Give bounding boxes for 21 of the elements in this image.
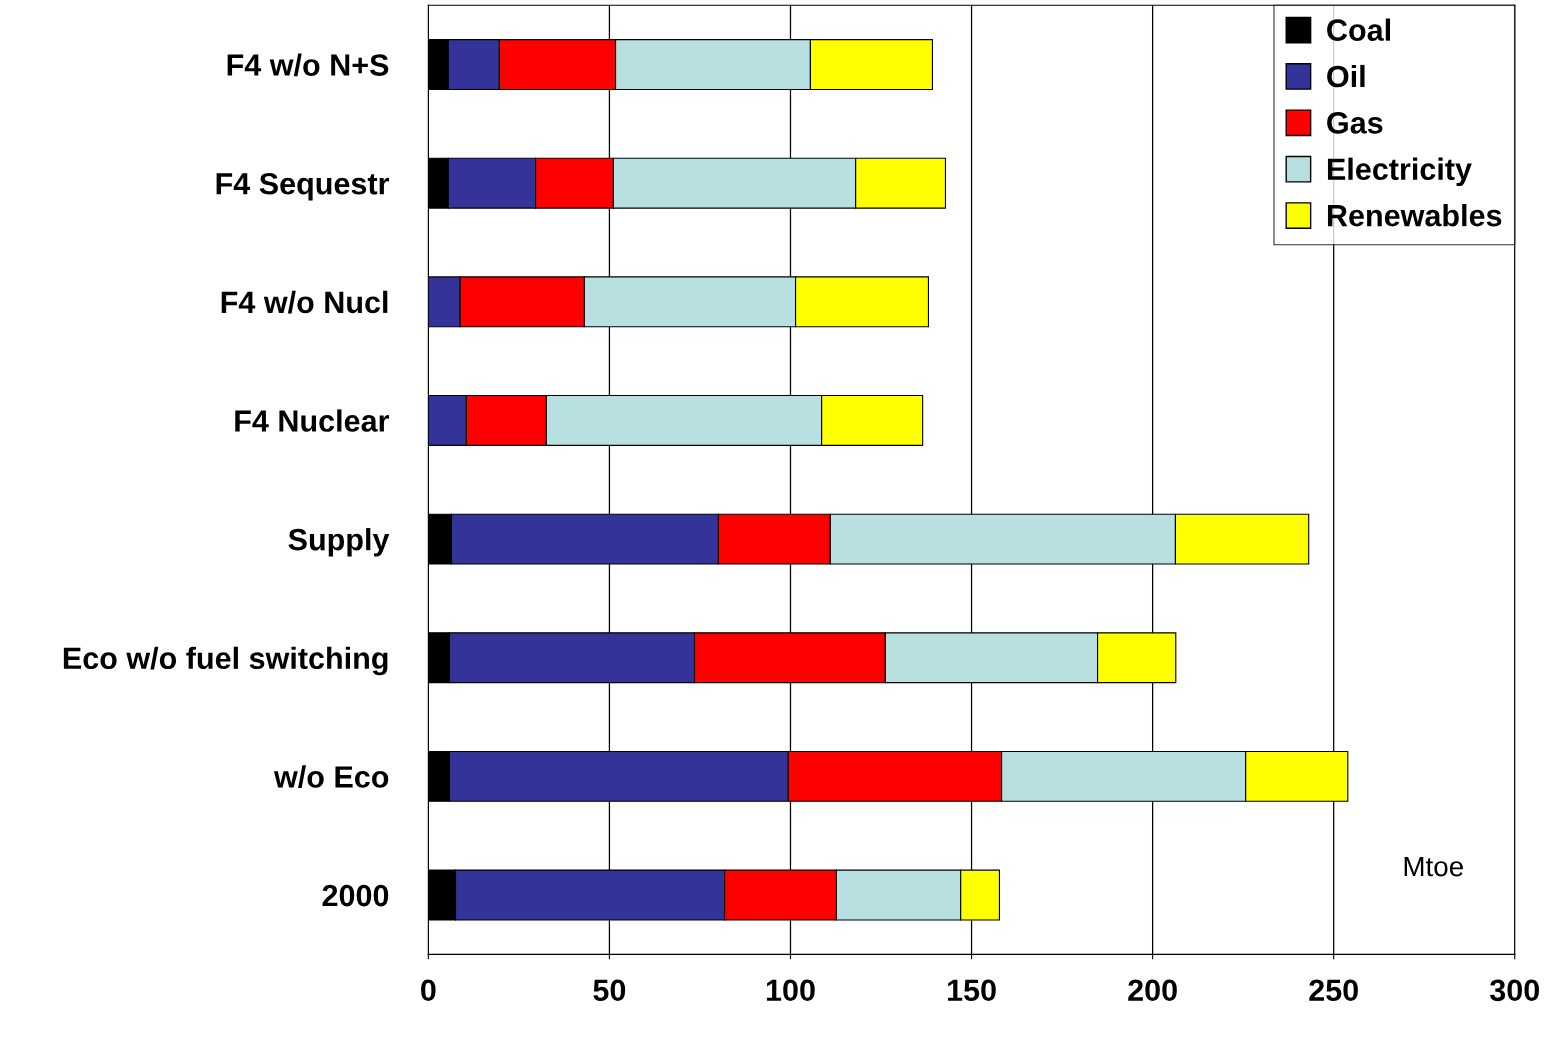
x-tick-label: 50: [593, 979, 626, 1002]
y-tick-label: w/o Eco: [273, 765, 389, 789]
y-tick-label: 2000: [322, 884, 389, 907]
x-tick-label: 300: [1489, 979, 1539, 1002]
y-tick-label: Supply: [288, 528, 390, 557]
legend-label: Gas: [1327, 112, 1383, 134]
x-tick-label: 250: [1309, 979, 1358, 1002]
y-tick-label: F4 w/o Nucl: [221, 290, 388, 314]
y-tick-label: F4 Sequestr: [216, 172, 390, 201]
annotation: Mtoe: [1404, 857, 1463, 877]
x-tick-label: 100: [766, 979, 815, 1002]
legend-label: Electricity: [1327, 157, 1472, 187]
legend-label: Coal: [1327, 18, 1390, 41]
y-tick-label: Eco w/o fuel switching: [63, 646, 388, 676]
y-tick-label: F4 w/o N+S: [227, 53, 389, 77]
x-tick-label: 200: [1128, 979, 1177, 1002]
y-tick-label: F4 Nuclear: [235, 409, 390, 432]
legend-label: Oil: [1327, 64, 1365, 88]
legend-label: Renewables: [1327, 203, 1502, 227]
x-tick-label: 0: [421, 979, 436, 1002]
x-tick-label: 150: [947, 979, 996, 1002]
